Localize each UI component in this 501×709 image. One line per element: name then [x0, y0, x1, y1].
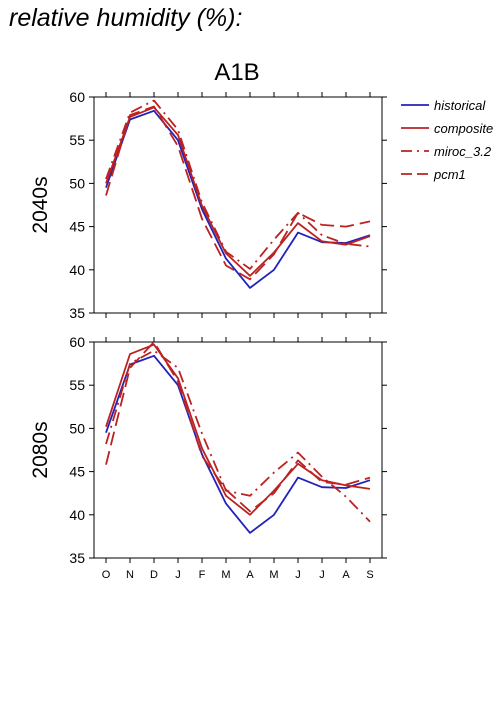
y-tick-label: 60	[69, 89, 85, 105]
legend: historical composite miroc_3.2 pcm1	[401, 98, 493, 182]
legend-entry: composite	[434, 121, 493, 136]
x-tick-label: D	[150, 569, 158, 581]
x-tick-label: F	[199, 569, 206, 581]
x-tick-label: A	[342, 569, 350, 581]
x-tick-label: M	[221, 569, 230, 581]
y-tick-label: 35	[69, 550, 85, 566]
panel-2040s: 35 40 45 50 55 60 2040s	[29, 89, 387, 321]
series-line-historical	[105, 354, 371, 534]
x-tick-label: J	[319, 569, 325, 581]
x-tick-label: S	[366, 569, 373, 581]
plot-frame	[93, 341, 383, 559]
y-tick-label: 50	[69, 420, 85, 436]
legend-entry: miroc_3.2	[434, 144, 492, 159]
y-axis-label: 2040s	[29, 176, 52, 233]
x-tick-label: A	[246, 569, 254, 581]
y-axis-label: 2080s	[29, 421, 52, 478]
x-tick-label: M	[269, 569, 278, 581]
series-line-miroc-3-2	[105, 349, 371, 523]
y-tick-label: 55	[69, 132, 85, 148]
x-tick-label: O	[102, 569, 111, 581]
y-tick-label: 60	[69, 334, 85, 350]
legend-entry: historical	[434, 98, 486, 113]
series-line-miroc-3-2	[105, 99, 371, 270]
x-tick-label: J	[175, 569, 181, 581]
x-tick-label: J	[295, 569, 301, 581]
page-title: relative humidity (%):	[9, 4, 243, 32]
y-tick-label: 40	[69, 507, 85, 523]
y-tick-label: 55	[69, 377, 85, 393]
series-line-pcm1	[105, 341, 371, 513]
chart-title: A1B	[214, 59, 259, 86]
plot-frame	[93, 96, 383, 314]
panel-2080s: 35 40 45 50 55 60 2080s	[29, 334, 387, 566]
y-tick-label: 40	[69, 262, 85, 278]
y-tick-label: 35	[69, 305, 85, 321]
x-tick-label: N	[126, 569, 134, 581]
y-tick-label: 45	[69, 464, 85, 480]
y-tick-label: 45	[69, 219, 85, 235]
y-tick-label: 50	[69, 175, 85, 191]
series-line-composite	[105, 106, 371, 277]
series-line-composite	[105, 343, 371, 516]
series-line-pcm1	[105, 105, 371, 281]
legend-entry: pcm1	[433, 167, 466, 182]
